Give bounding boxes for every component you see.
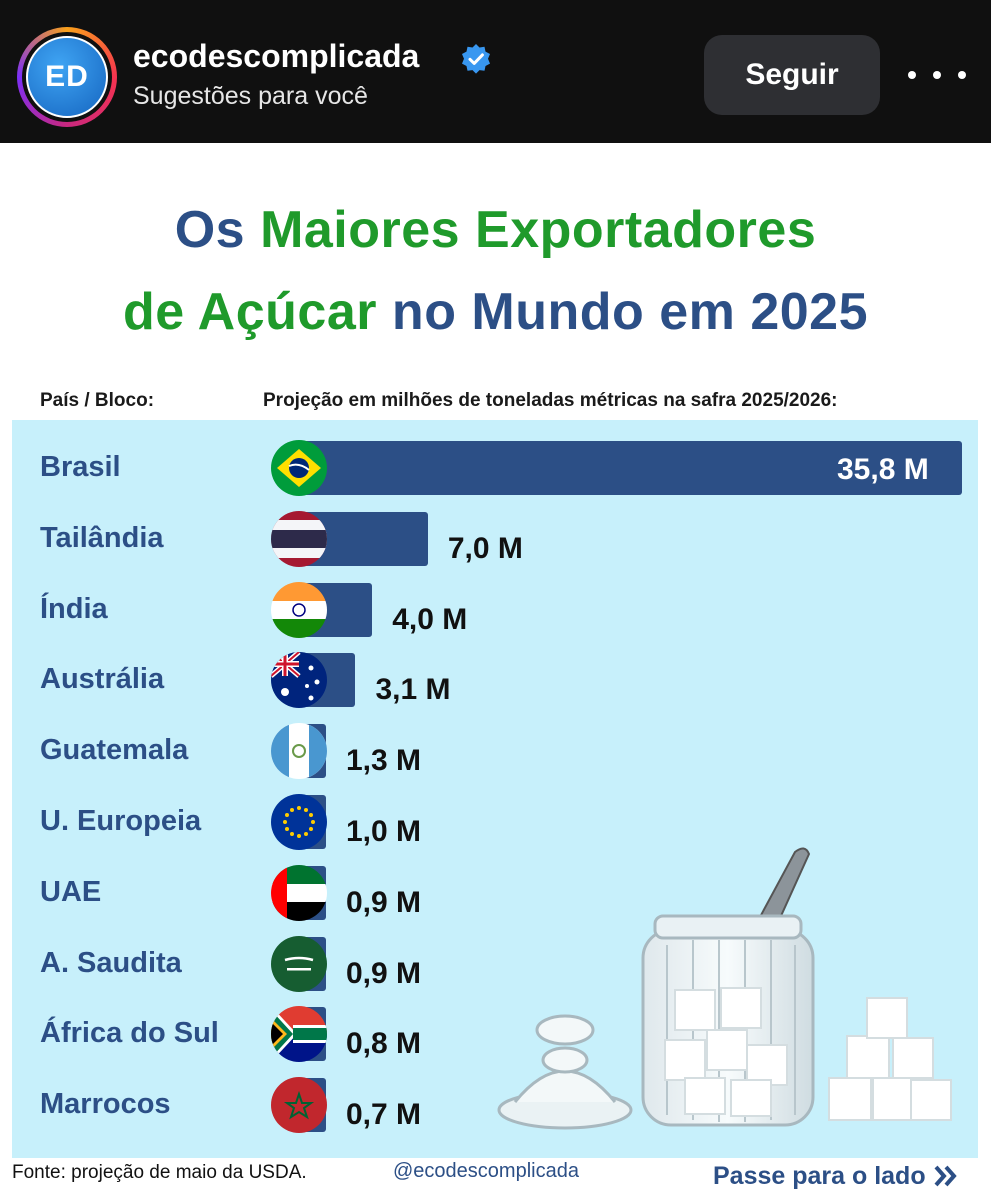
saudi-arabia-flag-icon: [271, 935, 327, 992]
country-label: Brasil: [40, 451, 121, 483]
projection-column-header: Projeção em milhões de toneladas métrica…: [263, 390, 838, 411]
india-flag-icon: [271, 581, 327, 638]
value-label: 1,0 M: [346, 815, 422, 848]
country-label: U. Europeia: [40, 805, 202, 837]
chart-title-line-1: Os Maiores Exportadores: [174, 201, 817, 259]
thailand-flag-icon: [271, 510, 327, 567]
south-africa-flag-icon: [271, 1006, 327, 1063]
country-label: Índia: [40, 592, 108, 625]
username[interactable]: ecodescomplicada: [133, 38, 420, 74]
value-label: 0,9 M: [346, 956, 422, 990]
value-label: 35,8 M: [837, 453, 929, 486]
chart-title-line-2: de Açúcar no Mundo em 2025: [122, 283, 869, 341]
suggestion-subtitle: Sugestões para você: [133, 82, 368, 110]
more-options-icon[interactable]: [908, 55, 966, 95]
value-label: 4,0 M: [392, 602, 468, 636]
country-column-header: País / Bloco:: [40, 390, 155, 411]
post-header: ED ecodescomplicada Sugestões para você …: [0, 0, 991, 143]
chart-panel: [12, 420, 978, 1158]
avatar-story-ring[interactable]: ED: [17, 27, 117, 127]
swipe-hint[interactable]: Passe para o lado: [713, 1162, 959, 1191]
value-label: 3,1 M: [375, 673, 451, 707]
double-chevron-right-icon: [934, 1165, 957, 1187]
country-label: África do Sul: [40, 1017, 219, 1050]
bar: [298, 441, 962, 495]
country-label: UAE: [40, 875, 102, 908]
country-label: Guatemala: [40, 734, 189, 767]
country-label: A. Saudita: [40, 946, 182, 979]
verified-badge-icon: [462, 44, 490, 74]
australia-flag-icon: [271, 652, 327, 709]
brazil-flag-icon: [271, 440, 327, 496]
value-label: 0,8 M: [346, 1027, 422, 1061]
country-label: Tailândia: [40, 521, 164, 554]
uae-flag-icon: [271, 864, 327, 921]
value-label: 1,3 M: [346, 744, 422, 778]
footer-handle[interactable]: @ecodescomplicada: [393, 1160, 579, 1182]
morocco-flag-icon: [271, 1077, 327, 1134]
source-note: Fonte: projeção de maio da USDA.: [12, 1162, 307, 1183]
value-label: 0,7 M: [346, 1098, 422, 1132]
eu-flag-icon: [271, 794, 327, 850]
value-label: 0,9 M: [346, 885, 422, 919]
follow-button[interactable]: Seguir: [704, 35, 880, 115]
guatemala-flag-icon: [271, 723, 327, 780]
value-label: 7,0 M: [447, 531, 523, 565]
avatar[interactable]: ED: [26, 36, 108, 118]
country-label: Marrocos: [40, 1088, 171, 1121]
sugar-jar-illustration: [497, 847, 952, 1130]
country-label: Austrália: [40, 663, 165, 696]
